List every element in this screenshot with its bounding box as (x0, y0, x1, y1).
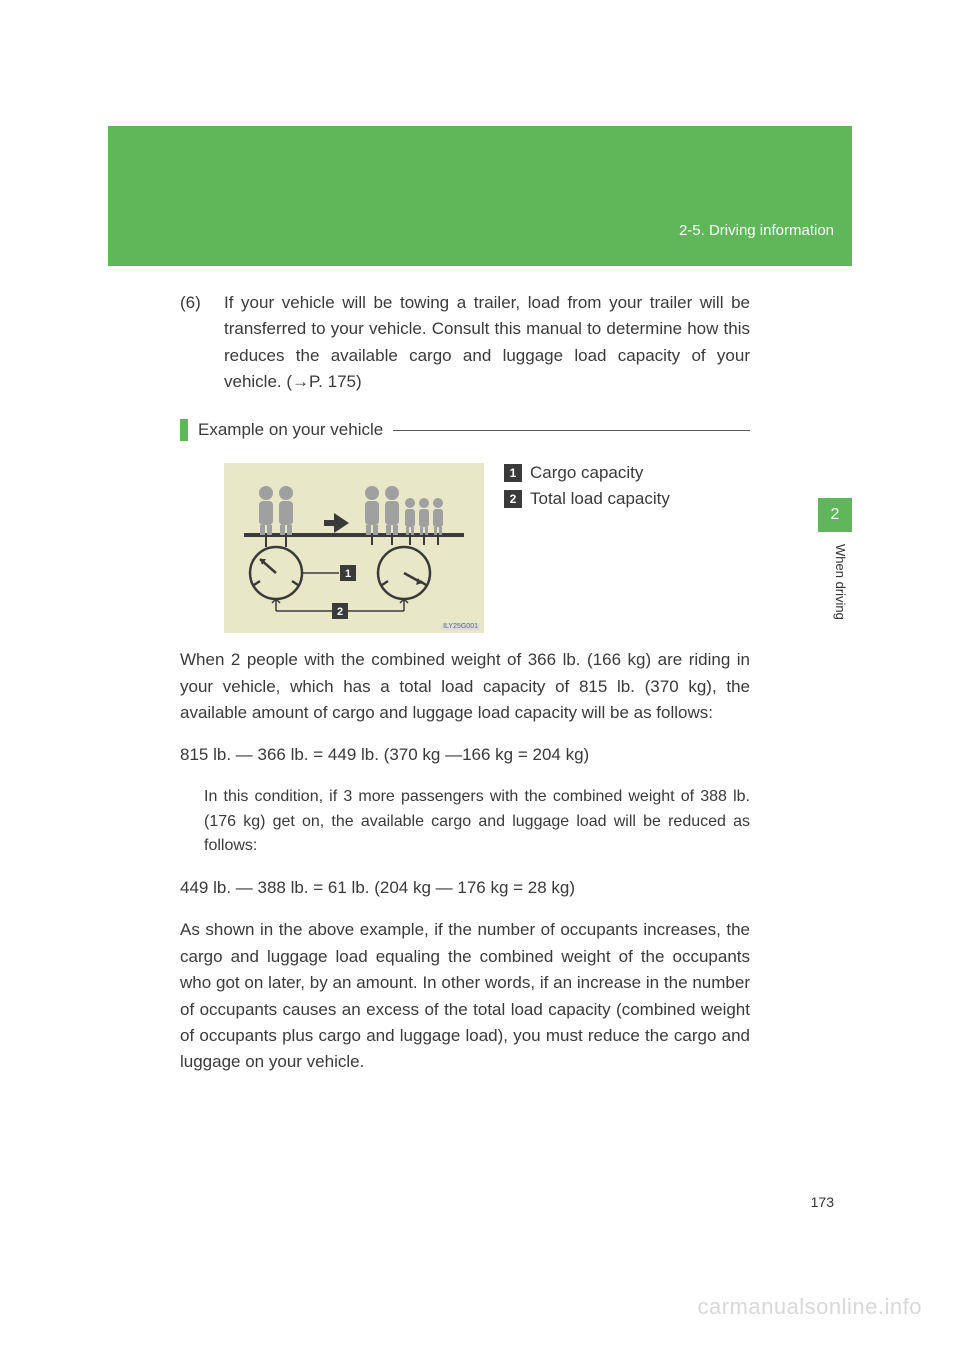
subheading-rule (393, 430, 750, 431)
legend-badge-2: 2 (504, 490, 522, 508)
chapter-label: When driving (833, 544, 848, 620)
figure-row: 1 2 ILY25G001 1 (224, 463, 750, 633)
figure-svg: 1 2 (224, 463, 484, 633)
item-number: (6) (180, 290, 224, 395)
item-text: If your vehicle will be towing a trailer… (224, 290, 750, 395)
paragraph-1: When 2 people with the combined weight o… (180, 647, 750, 726)
watermark: carmanualsonline.info (697, 1294, 922, 1320)
page-number: 173 (811, 1194, 834, 1210)
figure-legend: 1 Cargo capacity 2 Total load capacity (504, 463, 670, 515)
section-label: 2-5. Driving information (679, 222, 834, 239)
figure-credit: ILY25G001 (441, 623, 480, 630)
arrow-icon: → (292, 372, 309, 391)
legend-item-1: 1 Cargo capacity (504, 463, 670, 483)
legend-label-2: Total load capacity (530, 489, 670, 509)
list-item-6: (6) If your vehicle will be towing a tra… (180, 290, 750, 395)
equation-2: 449 lb. — 388 lb. = 61 lb. (204 kg — 176… (180, 875, 750, 901)
paragraph-2: In this condition, if 3 more passengers … (204, 785, 750, 859)
legend-badge-1: 1 (504, 464, 522, 482)
svg-text:2: 2 (337, 606, 343, 618)
legend-item-2: 2 Total load capacity (504, 489, 670, 509)
manual-page: 2-5. Driving information 2 When driving … (0, 0, 960, 1358)
chapter-tab: 2 (818, 498, 852, 532)
subheading-accent (180, 419, 188, 441)
paragraph-3: As shown in the above example, if the nu… (180, 917, 750, 1075)
item6-text-b: P. 175) (309, 372, 362, 391)
subheading-text: Example on your vehicle (198, 420, 383, 440)
chapter-number: 2 (831, 506, 840, 524)
equation-1: 815 lb. — 366 lb. = 449 lb. (370 kg —166… (180, 742, 750, 768)
legend-label-1: Cargo capacity (530, 463, 643, 483)
load-capacity-figure: 1 2 ILY25G001 (224, 463, 484, 633)
subheading-row: Example on your vehicle (180, 419, 750, 441)
page-content: (6) If your vehicle will be towing a tra… (180, 290, 750, 1092)
header-band (108, 126, 852, 266)
svg-text:1: 1 (345, 568, 351, 580)
